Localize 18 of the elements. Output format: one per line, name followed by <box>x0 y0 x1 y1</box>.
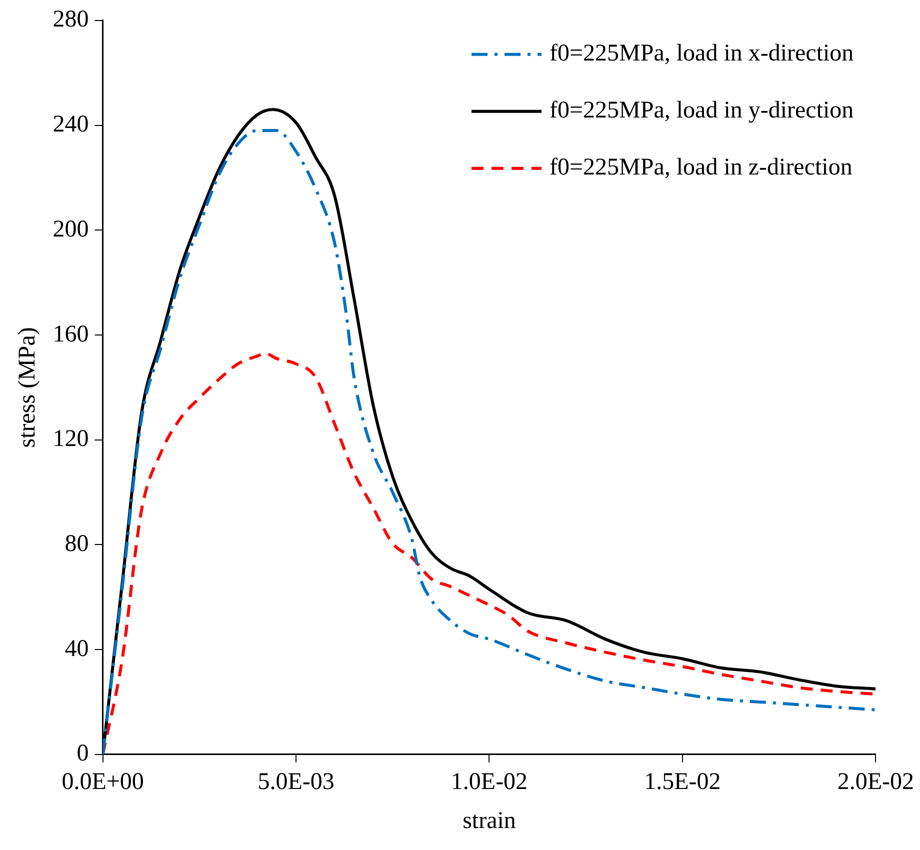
y-tick-label: 160 <box>52 321 89 348</box>
x-tick-label: 1.5E-02 <box>644 769 721 796</box>
y-tick-label: 200 <box>52 216 89 242</box>
legend-label: f0=225MPa, load in z-direction <box>550 154 852 181</box>
y-tick-label: 40 <box>64 636 89 662</box>
x-tick-label: 1.0E-02 <box>450 769 528 796</box>
x-tick-label: 0.0E+00 <box>62 769 144 796</box>
y-tick-label: 80 <box>64 530 89 557</box>
x-axis-title: strain <box>462 808 516 834</box>
x-tick-label: 5.0E-03 <box>258 769 334 796</box>
y-tick-label: 120 <box>52 426 89 452</box>
y-tick-label: 240 <box>52 112 89 138</box>
y-axis-title: stress (MPa) <box>14 327 41 448</box>
legend-label: f0=225MPa, load in y-direction <box>550 98 854 124</box>
x-tick-label: 2.0E-02 <box>837 769 914 796</box>
y-tick-label: 280 <box>52 6 89 33</box>
y-tick-label: 0 <box>76 740 89 767</box>
legend-label: f0=225MPa, load in x-direction <box>550 40 854 67</box>
